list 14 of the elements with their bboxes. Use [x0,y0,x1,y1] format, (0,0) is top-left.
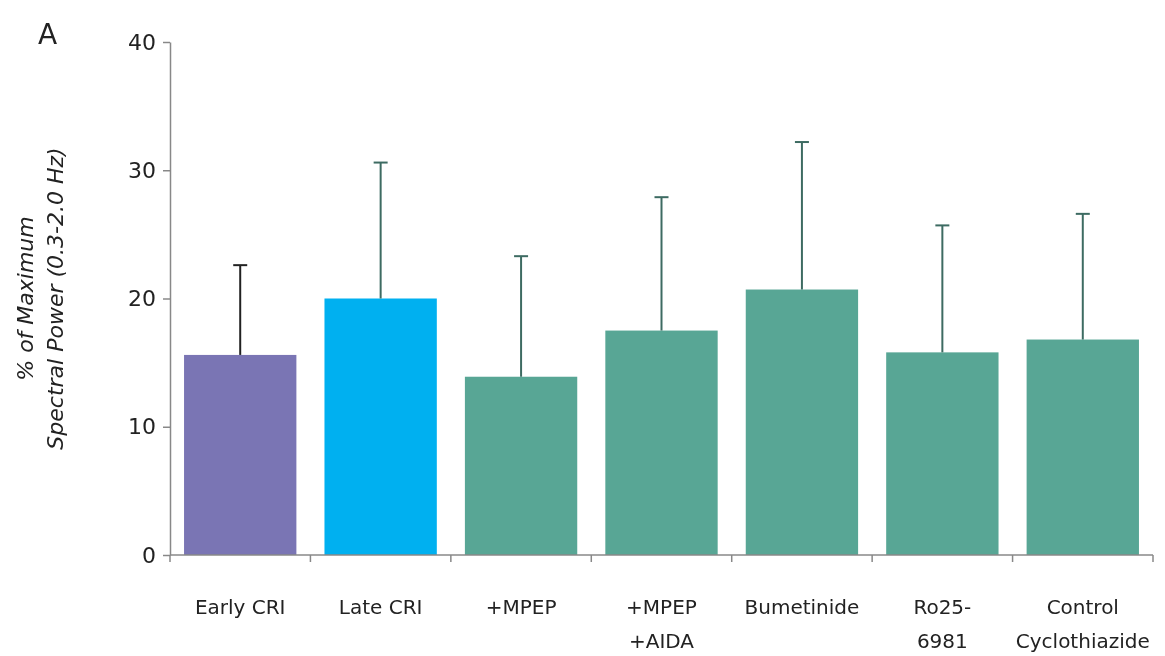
x-tick-label: Late CRI [338,595,423,619]
x-tick-label: Early CRI [194,595,286,619]
y-tick-label: 40 [128,29,156,55]
text: A [38,18,58,51]
x-tick-label: Ro25- 6981 [913,595,972,653]
y-tick-label: 20 [128,286,156,312]
y-tick-label: 30 [128,157,156,183]
x-tick-label: +MPEP [485,595,557,619]
x-tick-label: +MPEP +AIDA [626,595,697,653]
y-tick-label: 10 [128,414,156,440]
y-axis-title: % of Maximum Spectral Power (0.3-2.0 Hz) [13,147,68,450]
x-tick-label: Bumetinide [744,595,860,619]
y-tick-label: 0 [142,542,156,568]
x-tick-label: Control Cyclothiazide [1015,595,1150,653]
